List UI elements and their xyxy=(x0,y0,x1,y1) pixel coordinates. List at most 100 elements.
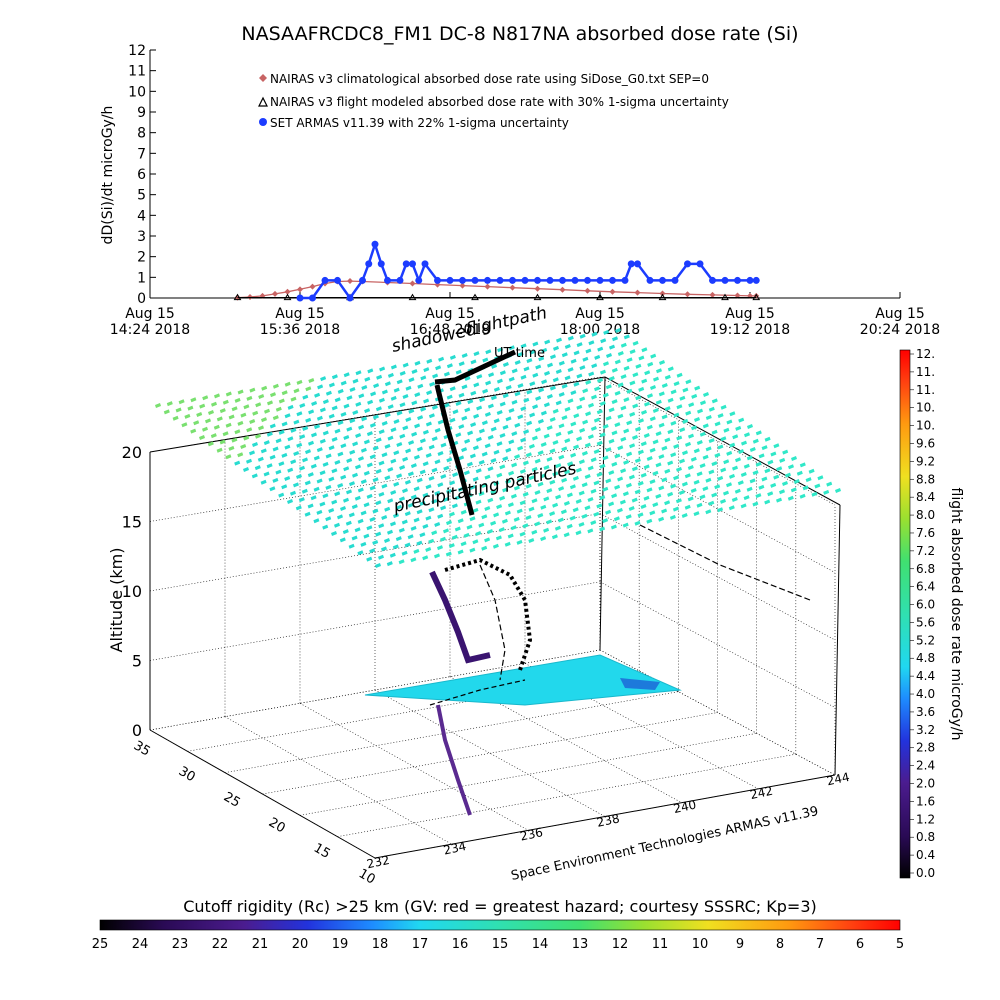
particle-mark xyxy=(514,391,521,397)
particle-mark xyxy=(172,415,179,421)
particle-mark xyxy=(449,354,456,360)
data-point xyxy=(746,276,754,284)
data-point xyxy=(559,276,566,284)
particle-mark xyxy=(681,513,688,518)
particle-mark xyxy=(526,358,533,364)
particle-mark xyxy=(416,540,423,546)
particle-mark xyxy=(314,392,321,398)
particle-mark xyxy=(516,539,523,545)
particle-mark xyxy=(237,420,244,426)
particle-mark xyxy=(423,367,430,373)
particle-mark xyxy=(264,408,270,414)
particle-mark xyxy=(817,475,824,481)
particle-mark xyxy=(467,430,474,436)
particle-mark xyxy=(552,377,559,383)
particle-mark xyxy=(596,409,603,415)
particle-mark xyxy=(496,410,503,415)
particle-mark xyxy=(446,457,453,463)
y-tick-label: 6 xyxy=(137,167,146,183)
particle-mark xyxy=(184,413,191,419)
rigidity-colorbar-tick-label: 8 xyxy=(776,937,784,952)
particle-mark xyxy=(573,350,580,356)
particle-mark xyxy=(564,469,571,475)
particle-mark xyxy=(676,372,683,378)
particle-mark xyxy=(505,447,512,453)
particle-mark xyxy=(634,458,641,463)
data-point xyxy=(609,276,616,284)
particle-mark xyxy=(602,518,609,524)
particle-mark xyxy=(708,406,715,412)
particle-mark xyxy=(487,434,494,440)
particle-mark xyxy=(449,417,456,423)
particle-mark xyxy=(594,386,600,392)
particle-mark xyxy=(358,393,365,399)
particle-mark xyxy=(322,430,329,436)
particle-mark xyxy=(587,465,594,471)
particle-mark xyxy=(670,483,677,489)
particle-mark xyxy=(266,463,273,469)
particle-mark xyxy=(564,438,571,444)
particle-mark xyxy=(319,470,326,476)
dose-colorbar-tick-label: 8.0 xyxy=(916,508,935,522)
particle-mark xyxy=(691,393,698,399)
particle-mark xyxy=(534,458,541,464)
dose-colorbar-tick-label: 7.2 xyxy=(916,544,935,558)
particle-mark xyxy=(496,441,503,447)
particle-mark xyxy=(561,446,568,452)
particle-mark xyxy=(623,397,630,403)
particle-mark xyxy=(228,445,235,451)
particle-mark xyxy=(155,403,161,408)
particle-mark xyxy=(552,408,559,414)
particle-mark xyxy=(308,409,315,415)
particle-mark xyxy=(299,434,306,440)
particle-mark xyxy=(614,484,621,490)
particle-mark xyxy=(673,381,680,387)
particle-mark xyxy=(243,467,249,472)
particle-mark xyxy=(360,541,367,547)
particle-mark xyxy=(729,473,735,479)
particle-mark xyxy=(352,378,359,384)
particle-mark xyxy=(210,433,217,439)
particle-mark xyxy=(625,482,632,488)
particle-mark xyxy=(402,488,408,494)
particle-mark xyxy=(655,399,662,405)
particle-mark xyxy=(770,451,777,457)
particle-mark xyxy=(363,533,370,539)
particle-mark xyxy=(823,489,830,495)
particle-mark xyxy=(638,386,645,392)
particle-mark xyxy=(597,377,603,383)
data-point xyxy=(408,293,417,301)
particle-mark xyxy=(325,484,332,490)
particle-mark xyxy=(473,382,480,388)
particle-mark xyxy=(419,469,426,475)
particle-mark xyxy=(558,423,565,429)
particle-mark xyxy=(272,383,279,389)
particle-mark xyxy=(419,532,426,538)
particle-mark xyxy=(460,509,467,515)
particle-mark xyxy=(705,509,712,515)
particle-mark xyxy=(310,495,317,501)
particle-mark xyxy=(605,384,612,390)
particle-mark xyxy=(587,497,594,502)
rigidity-colorbar-label: Cutoff rigidity (Rc) >25 km (GV: red = g… xyxy=(183,897,817,916)
particle-mark xyxy=(401,519,408,525)
particle-mark xyxy=(402,456,409,462)
particle-mark xyxy=(461,447,468,453)
particle-mark xyxy=(287,404,294,410)
particle-mark xyxy=(525,452,532,458)
particle-mark xyxy=(470,359,477,365)
particle-mark xyxy=(490,458,497,463)
particle-mark xyxy=(599,401,606,406)
particle-mark xyxy=(735,425,742,431)
grid-line xyxy=(374,774,836,859)
data-point xyxy=(434,276,441,284)
particle-mark xyxy=(448,511,455,517)
particle-mark xyxy=(729,442,736,448)
particle-mark xyxy=(322,461,329,467)
particle-mark xyxy=(438,356,445,362)
particle-mark xyxy=(366,493,373,499)
particle-mark xyxy=(375,563,381,568)
particle-mark xyxy=(422,429,429,435)
rigidity-colorbar-tick-label: 24 xyxy=(132,937,149,952)
particle-mark xyxy=(640,472,647,478)
